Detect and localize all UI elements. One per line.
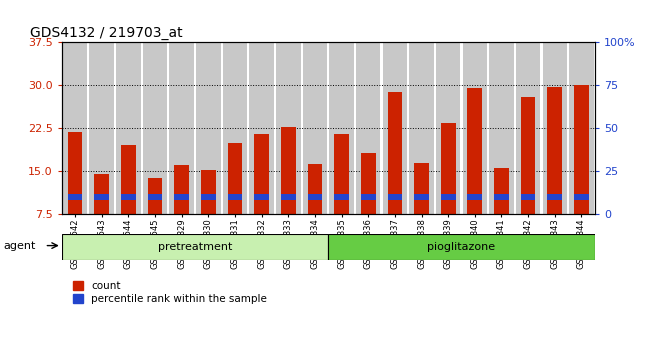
- Bar: [494, 169, 509, 214]
- Bar: [361, 194, 376, 200]
- Bar: [250, 42, 274, 214]
- Bar: [334, 194, 349, 200]
- Bar: [547, 194, 562, 200]
- Bar: [361, 153, 376, 214]
- Bar: [223, 42, 247, 214]
- Bar: [334, 134, 349, 214]
- Bar: [148, 178, 162, 214]
- Bar: [94, 194, 109, 200]
- Bar: [174, 165, 189, 214]
- Bar: [281, 194, 296, 200]
- Bar: [516, 42, 540, 214]
- Bar: [467, 88, 482, 214]
- Bar: [330, 42, 354, 214]
- Bar: [328, 234, 595, 260]
- Bar: [254, 194, 269, 200]
- Bar: [143, 42, 167, 214]
- Bar: [307, 164, 322, 214]
- Bar: [383, 42, 407, 214]
- Text: GDS4132 / 219703_at: GDS4132 / 219703_at: [30, 26, 183, 40]
- Bar: [201, 194, 216, 200]
- Bar: [489, 42, 514, 214]
- Bar: [547, 86, 562, 214]
- Bar: [467, 194, 482, 200]
- Bar: [121, 145, 136, 214]
- Bar: [281, 127, 296, 214]
- Bar: [303, 42, 327, 214]
- Text: pretreatment: pretreatment: [158, 242, 232, 252]
- Bar: [201, 170, 216, 214]
- Bar: [196, 42, 220, 214]
- Bar: [63, 42, 87, 214]
- Bar: [121, 194, 136, 200]
- Bar: [521, 97, 536, 214]
- Bar: [227, 194, 242, 200]
- Bar: [148, 194, 162, 200]
- Legend: count, percentile rank within the sample: count, percentile rank within the sample: [73, 281, 267, 304]
- Bar: [521, 194, 536, 200]
- Bar: [356, 42, 380, 214]
- Bar: [414, 163, 429, 214]
- Bar: [68, 194, 83, 200]
- Bar: [62, 234, 328, 260]
- Bar: [463, 42, 487, 214]
- Bar: [94, 174, 109, 214]
- Bar: [307, 194, 322, 200]
- Text: pioglitazone: pioglitazone: [428, 242, 495, 252]
- Bar: [441, 194, 456, 200]
- Bar: [436, 42, 460, 214]
- Text: agent: agent: [3, 241, 36, 251]
- Bar: [276, 42, 300, 214]
- Bar: [494, 194, 509, 200]
- Bar: [543, 42, 567, 214]
- Bar: [387, 194, 402, 200]
- Bar: [574, 85, 589, 214]
- Bar: [254, 134, 269, 214]
- Bar: [569, 42, 593, 214]
- Bar: [170, 42, 194, 214]
- Bar: [574, 194, 589, 200]
- Bar: [441, 122, 456, 214]
- Bar: [68, 132, 83, 214]
- Bar: [174, 194, 189, 200]
- Bar: [227, 143, 242, 214]
- Bar: [116, 42, 140, 214]
- Bar: [90, 42, 114, 214]
- Bar: [410, 42, 434, 214]
- Bar: [414, 194, 429, 200]
- Bar: [387, 92, 402, 214]
